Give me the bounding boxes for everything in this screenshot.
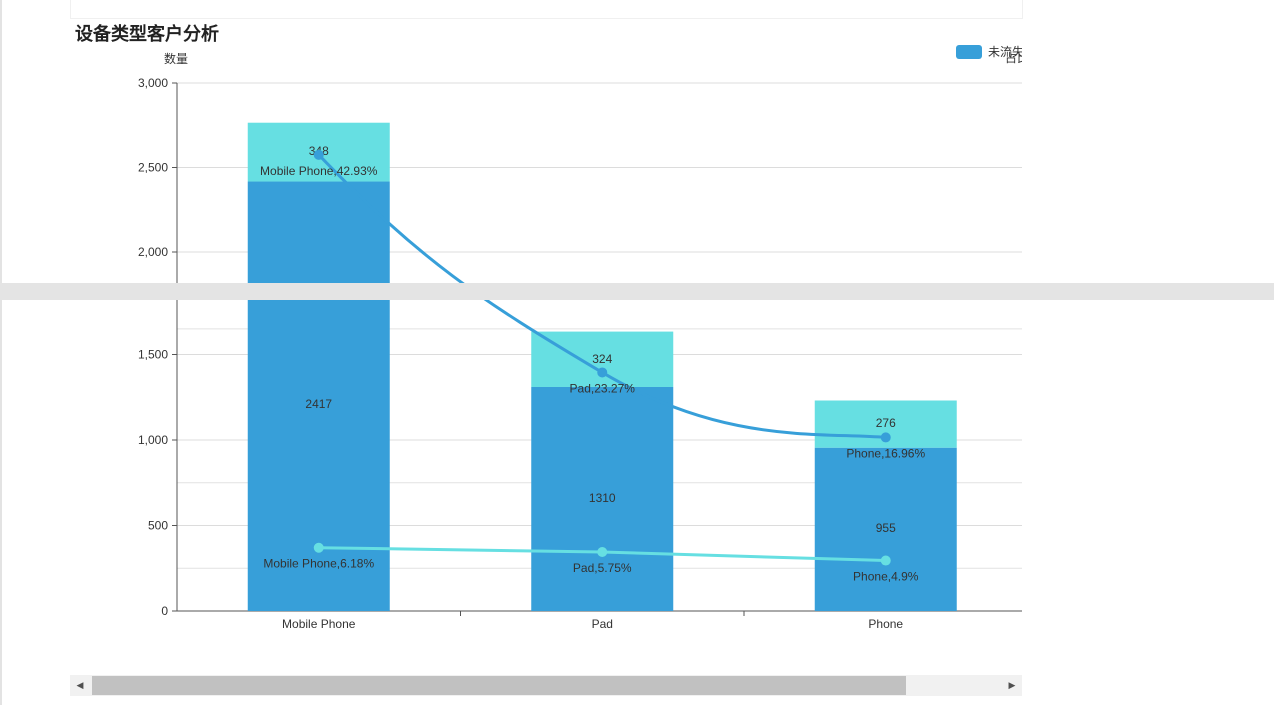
y-tick-label: 0 [161, 604, 168, 618]
scrollbar-thumb[interactable] [92, 676, 906, 695]
scroll-right-icon[interactable]: ▶ [1008, 680, 1016, 690]
bar-value-label: 2417 [305, 397, 332, 411]
line-point [880, 432, 891, 443]
line-point-label: Mobile Phone,6.18% [263, 557, 374, 571]
legend-label: 未流失 [988, 44, 1024, 59]
line-point [597, 367, 608, 378]
y-tick-label: 1,500 [138, 348, 168, 362]
line-point-label: Phone,16.96% [846, 446, 925, 460]
y-tick-label: 2,500 [138, 161, 168, 175]
line-point [880, 555, 891, 566]
y-tick-label: 1,000 [138, 433, 168, 447]
y-tick-label: 3,000 [138, 76, 168, 90]
line-point-label: Phone,4.9% [853, 570, 919, 584]
bar-value-label: 324 [592, 352, 612, 366]
line-point [313, 149, 324, 160]
left-border [0, 0, 2, 705]
y-tick-label: 500 [148, 519, 168, 533]
line-point [597, 547, 608, 558]
y-tick-label: 2,000 [138, 245, 168, 259]
bar-retained [814, 447, 957, 611]
bar-retained [531, 386, 674, 611]
section-divider [0, 283, 1274, 300]
x-tick-label: Pad [592, 617, 613, 631]
bar-value-label: 955 [876, 521, 896, 535]
x-tick-label: Mobile Phone [282, 617, 356, 631]
previous-panel-edge [70, 0, 1023, 19]
scroll-left-icon[interactable]: ◀ [76, 680, 84, 690]
x-tick-label: Phone [868, 617, 903, 631]
line-point-label: Pad,23.27% [570, 381, 636, 395]
panel-title: 设备类型客户分析 [75, 24, 219, 44]
bar-churned [531, 331, 674, 387]
line-point [313, 542, 324, 553]
bar-value-label: 276 [876, 416, 896, 430]
line-point-label: Mobile Phone,42.93% [260, 164, 378, 178]
legend-swatch [956, 45, 982, 59]
bar-retained [247, 181, 390, 612]
horizontal-scrollbar[interactable]: ◀ ▶ [70, 675, 1022, 696]
bar-value-label: 1310 [589, 491, 616, 505]
legend-label: 占比 [1005, 50, 1029, 65]
line-point-label: Pad,5.75% [573, 561, 632, 575]
y-axis-title: 数量 [164, 51, 188, 66]
